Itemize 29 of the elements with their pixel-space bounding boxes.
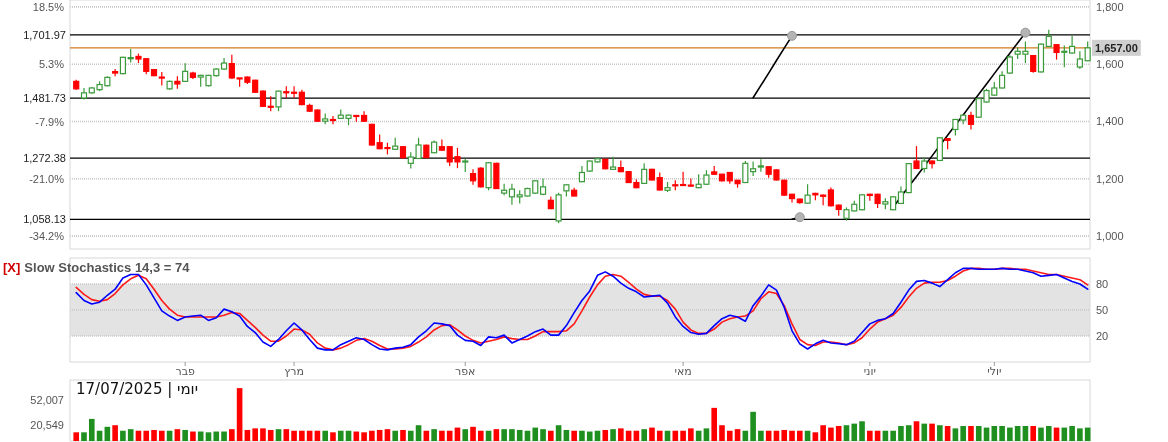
x-tick-label: מאי [674,365,692,378]
y-tick-label: 1,400 [1096,115,1124,128]
y2-tick-label: 18.5% [32,0,65,13]
y2-tick-label: 5.3% [38,58,65,71]
y-tick-label: 50 [1096,304,1109,316]
ref-line-label: 1,701.97 [23,28,66,41]
annotation: יומי | 17/07/2025 [76,380,199,399]
x-tick-label: מרץ [284,365,304,378]
y2-tick-label: -34.2% [29,229,65,242]
y-tick-label: 1,800 [1096,0,1124,13]
y-tick-label: 20 [1096,330,1109,342]
text: [X] [3,259,21,275]
y2-tick-label: -7.9% [35,115,65,128]
chart-title: Slow Stochastics 14,3 = 74 [24,259,191,275]
y-tick-label: 52,007 [30,393,64,406]
y2-tick-label: -21.0% [29,172,65,185]
ref-line-label: 1,058.13 [23,213,66,226]
y-tick-label: 20,549 [30,418,64,431]
ref-line-label: 1,272.38 [23,152,66,165]
x-tick-label: יולי [987,365,1002,378]
y-tick-label: 80 [1096,278,1109,290]
y-tick-label: 1,000 [1096,230,1124,243]
ref-line-label: 1,657.00 [1095,41,1138,54]
ref-line-label: 1,481.73 [23,92,66,105]
x-tick-label: פבר [175,365,195,378]
x-tick-label: אפר [455,365,476,378]
x-tick-label: יוני [863,365,876,378]
y-tick-label: 1,200 [1096,172,1124,185]
y-tick-label: 1,600 [1096,58,1124,71]
